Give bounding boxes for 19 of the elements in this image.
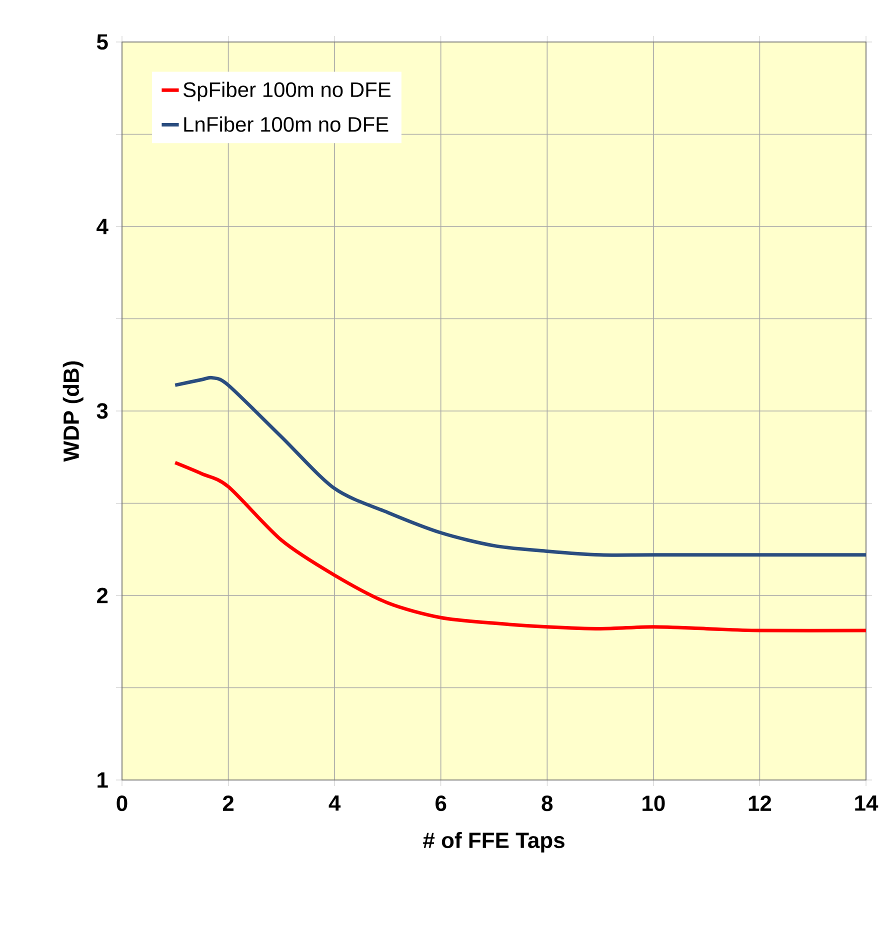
x-tick-label: 0: [116, 796, 128, 812]
legend-label: LnFiber 100m no DFE: [184, 116, 388, 132]
x-tick-label: 14: [855, 796, 878, 811]
x-tick-label: 6: [436, 796, 446, 812]
legend-label: SpFiber 100m no DFE: [183, 82, 391, 102]
y-tick-label: 2: [97, 588, 108, 604]
y-axis-title: WDP (dB): [62, 361, 84, 462]
x-tick-label: 2: [222, 796, 234, 811]
line-series: [173, 376, 866, 557]
y-tick-label: 3: [96, 403, 108, 419]
x-tick-label: 4: [328, 796, 341, 811]
x-tick-label: 12: [748, 796, 772, 811]
x-tick-label: 10: [642, 796, 665, 812]
y-tick-label: 4: [96, 218, 108, 234]
line-series: [173, 460, 866, 632]
y-tick-label: 5: [96, 34, 108, 50]
y-tick-label: 1: [98, 772, 108, 788]
x-tick-label: 8: [542, 796, 553, 812]
x-axis-title: # of FFE Taps: [423, 832, 564, 852]
